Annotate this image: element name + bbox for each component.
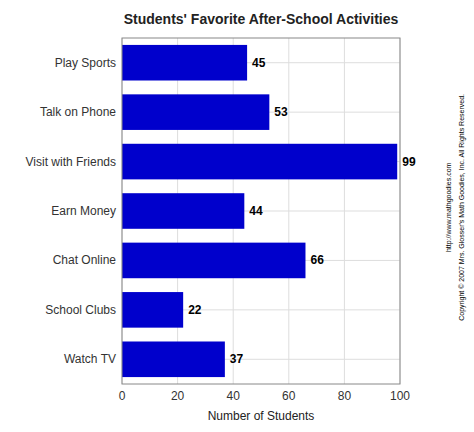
annotation: Copyright © 2007 Mrs. Glosser's Math Goo… [459, 94, 467, 321]
bar [122, 94, 269, 130]
bar [122, 144, 397, 180]
y-tick-label: Visit with Friends [26, 155, 116, 169]
bar [122, 45, 247, 81]
y-tick-label: Earn Money [51, 204, 116, 218]
y-tick-label: Play Sports [55, 56, 116, 70]
y-ticks: Watch TV School Clubs Chat Online Earn Mone… [26, 56, 117, 367]
data-label: 99 [402, 155, 416, 169]
data-label: 45 [252, 56, 266, 70]
data-label: 53 [274, 105, 288, 119]
bar [122, 292, 183, 328]
title: Students' Favorite After-School Activiti… [124, 11, 399, 27]
x-tick-label: 100 [390, 389, 410, 403]
y-tick-label: Talk on Phone [40, 105, 116, 119]
chart: 37 22 66 44 99 53 45 0 20 40 60 80 100 Watch TV School… [0, 0, 474, 432]
bar [122, 243, 305, 279]
y-tick-label: School Clubs [45, 303, 116, 317]
x-axis-label: Number of Students [208, 409, 315, 423]
plot-frame [122, 38, 400, 384]
data-label: 44 [249, 204, 263, 218]
x-tick-label: 60 [282, 389, 296, 403]
bar [122, 341, 225, 377]
data-labels: 37 22 66 44 99 53 45 [188, 56, 416, 367]
x-tick-label: 0 [119, 389, 126, 403]
x-tick-label: 20 [171, 389, 185, 403]
data-label: 22 [188, 303, 202, 317]
bar [122, 193, 244, 229]
grid [122, 38, 400, 384]
x-tick-label: 40 [227, 389, 241, 403]
y-tick-label: Chat Online [53, 253, 117, 267]
x-tick-label: 80 [338, 389, 352, 403]
x-ticks: 0 20 40 60 80 100 [119, 389, 411, 403]
y-tick-label: Watch TV [64, 352, 116, 366]
data-label: 66 [310, 253, 324, 267]
annotation: http://www.mathgoodies.com [446, 162, 454, 252]
data-label: 37 [230, 352, 244, 366]
bars [122, 45, 397, 377]
